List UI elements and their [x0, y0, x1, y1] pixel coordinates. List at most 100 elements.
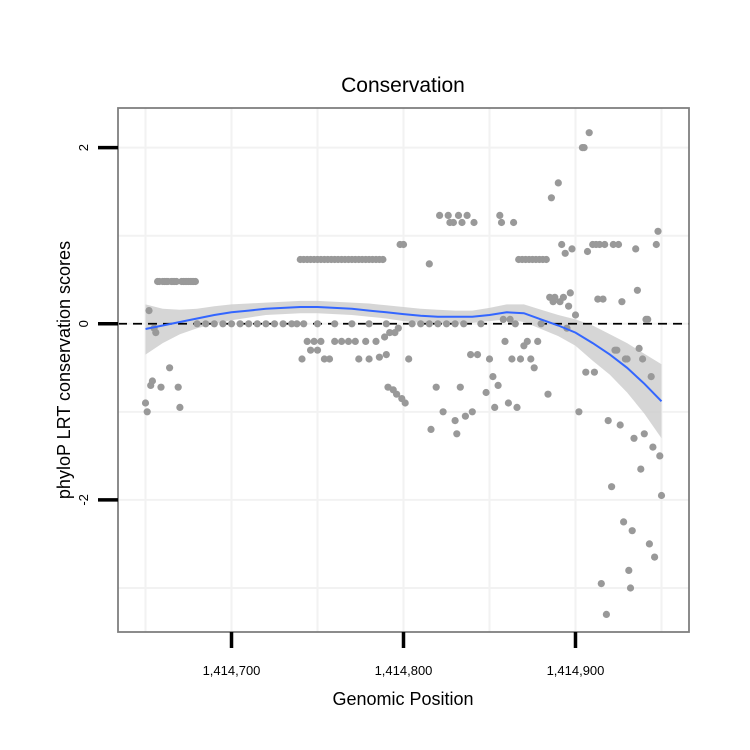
y-tick-label: -2	[76, 494, 91, 506]
data-point	[399, 240, 408, 249]
data-point	[640, 430, 648, 438]
data-point	[565, 302, 573, 310]
data-point	[313, 320, 322, 328]
data-point	[434, 320, 442, 328]
data-point	[628, 527, 636, 535]
data-point	[331, 337, 339, 345]
data-point	[439, 408, 447, 416]
data-point	[496, 211, 504, 219]
data-point	[425, 320, 433, 328]
data-point	[227, 320, 236, 328]
data-point	[527, 355, 535, 363]
data-point	[632, 245, 640, 253]
data-point	[393, 390, 401, 398]
data-point	[436, 211, 444, 219]
data-point	[654, 227, 662, 235]
data-point	[649, 443, 657, 451]
data-point	[372, 337, 380, 345]
data-point	[310, 337, 318, 345]
data-point	[210, 320, 218, 328]
data-point	[544, 390, 552, 398]
data-point	[442, 320, 451, 328]
data-point	[651, 553, 659, 561]
x-tick-label: 1,414,700	[203, 663, 261, 678]
data-point	[547, 194, 556, 202]
data-point	[454, 211, 463, 219]
data-point	[262, 320, 270, 328]
data-point	[303, 337, 311, 345]
data-point	[580, 144, 588, 152]
data-point	[494, 381, 502, 389]
data-point	[656, 452, 664, 460]
data-point	[313, 346, 322, 354]
data-point	[491, 403, 499, 411]
data-point	[270, 320, 279, 328]
data-point	[362, 337, 370, 345]
data-point	[599, 295, 607, 303]
data-point	[386, 329, 394, 337]
data-point	[458, 218, 466, 227]
data-point	[317, 337, 325, 345]
data-point	[644, 315, 652, 323]
data-point	[191, 277, 199, 286]
smooth-fit-line	[145, 306, 663, 402]
y-axis: -2 0 2	[76, 144, 118, 506]
data-point	[325, 355, 334, 363]
data-point	[585, 129, 593, 137]
data-point	[166, 364, 174, 372]
data-point	[344, 337, 353, 345]
data-point	[509, 218, 518, 227]
data-point	[444, 211, 452, 219]
data-point	[298, 355, 306, 363]
data-point	[288, 320, 296, 328]
data-point	[485, 355, 494, 363]
data-point	[408, 320, 416, 328]
data-point	[594, 295, 602, 303]
data-points	[141, 129, 666, 619]
data-point	[338, 337, 346, 345]
data-point	[575, 408, 583, 416]
data-point	[245, 320, 253, 328]
data-point	[639, 355, 647, 363]
data-point	[382, 351, 390, 359]
data-point	[477, 320, 485, 328]
data-point	[602, 610, 611, 619]
data-point	[236, 320, 244, 328]
data-point	[193, 320, 201, 328]
data-point	[554, 179, 562, 187]
data-point	[460, 320, 468, 328]
data-point	[417, 320, 425, 328]
x-tick-label: 1,414,800	[375, 663, 433, 678]
y-axis-title: phyloP LRT conservation scores	[54, 241, 74, 499]
data-point	[609, 240, 617, 249]
data-point	[432, 383, 440, 391]
data-point	[542, 255, 550, 264]
data-point	[143, 408, 151, 416]
data-point	[647, 373, 655, 381]
data-point	[401, 399, 409, 407]
data-point	[449, 218, 457, 227]
confidence-band-group	[145, 300, 662, 439]
data-point	[293, 320, 301, 328]
data-point	[597, 580, 605, 588]
data-point	[489, 373, 497, 381]
data-point	[176, 403, 184, 411]
data-point	[652, 240, 660, 249]
data-point	[482, 388, 490, 397]
data-point	[625, 566, 633, 575]
data-point	[382, 320, 390, 328]
data-point	[508, 355, 516, 363]
data-point	[219, 320, 227, 328]
data-point	[253, 320, 261, 328]
data-point	[451, 417, 459, 425]
data-point	[657, 491, 666, 500]
data-point	[566, 289, 574, 297]
data-point	[590, 368, 599, 376]
data-point	[616, 421, 624, 429]
smooth-fit-group	[145, 306, 663, 402]
data-point	[375, 353, 383, 361]
data-point	[320, 355, 328, 363]
data-point	[453, 430, 461, 438]
data-point	[582, 368, 590, 376]
data-point	[279, 320, 287, 328]
